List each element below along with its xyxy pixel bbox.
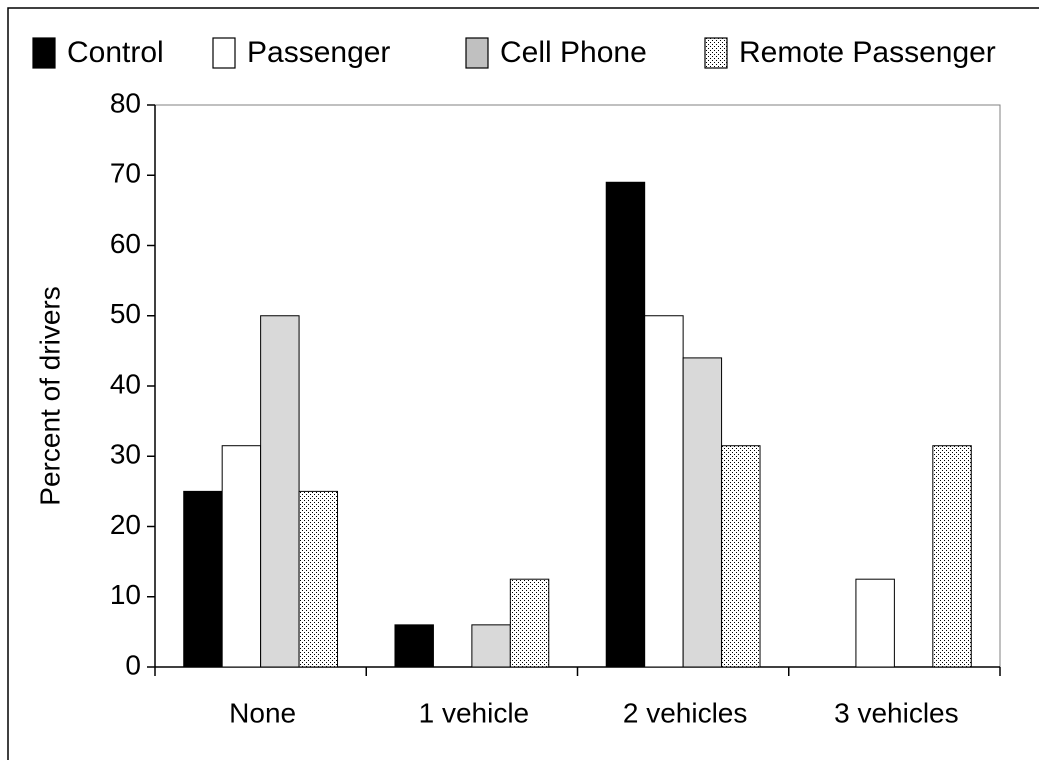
frame xyxy=(7,7,1039,765)
y-tick-label: 80 xyxy=(110,87,141,118)
bar xyxy=(183,490,223,668)
bar xyxy=(221,445,262,668)
bar xyxy=(509,578,550,668)
y-tick-label: 70 xyxy=(110,158,141,189)
bar xyxy=(260,315,300,668)
bar xyxy=(682,357,723,668)
x-tick-label: 1 vehicle xyxy=(419,697,530,728)
legend-swatch xyxy=(32,37,56,69)
bar xyxy=(644,315,684,668)
y-tick-label: 10 xyxy=(110,579,141,610)
x-tick-label: None xyxy=(229,697,296,728)
bar xyxy=(394,624,434,668)
legend-swatch xyxy=(465,37,489,69)
y-tick-label: 50 xyxy=(110,298,141,329)
bar xyxy=(605,181,646,668)
y-axis-label: Percent of drivers xyxy=(34,286,65,505)
legend-swatch xyxy=(212,37,236,69)
legend-label: Remote Passenger xyxy=(739,36,996,69)
bar xyxy=(298,490,339,668)
x-tick-label: 3 vehicles xyxy=(834,697,959,728)
legend-label: Cell Phone xyxy=(500,36,647,69)
y-tick-label: 60 xyxy=(110,228,141,259)
legend-swatch xyxy=(704,37,728,69)
legend-label: Passenger xyxy=(247,36,390,69)
y-tick-label: 40 xyxy=(110,368,141,399)
bar xyxy=(471,624,511,668)
x-tick-label: 2 vehicles xyxy=(623,697,748,728)
bar xyxy=(932,445,972,668)
y-tick-label: 20 xyxy=(110,509,141,540)
y-tick-label: 30 xyxy=(110,439,141,470)
legend-label: Control xyxy=(67,36,164,69)
bar xyxy=(721,445,761,668)
y-tick-label: 0 xyxy=(125,649,141,680)
bar xyxy=(855,578,895,668)
